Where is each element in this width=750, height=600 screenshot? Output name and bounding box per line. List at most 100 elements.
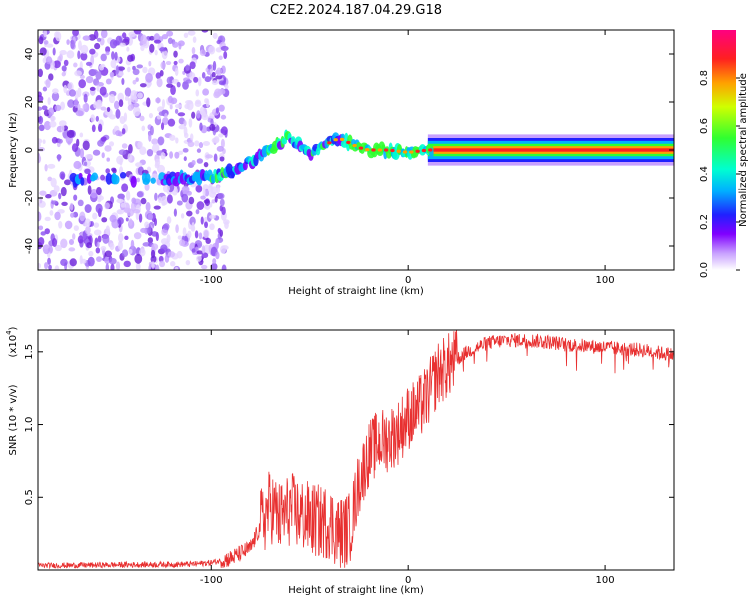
noise-speck xyxy=(218,104,225,112)
noise-speck xyxy=(166,30,174,37)
noise-speck xyxy=(59,171,66,180)
noise-speck xyxy=(50,177,57,188)
noise-speck xyxy=(189,133,194,141)
spectrogram-x-tick-label: 100 xyxy=(596,275,615,286)
noise-speck xyxy=(90,114,96,123)
noise-speck xyxy=(205,237,211,244)
noise-speck xyxy=(54,104,62,112)
noise-speck xyxy=(204,76,212,83)
noise-speck xyxy=(170,97,178,105)
noise-speck xyxy=(202,140,211,146)
noise-speck xyxy=(47,163,56,169)
noise-speck xyxy=(132,68,140,76)
snr-x-tick-label: 100 xyxy=(596,575,615,586)
signal-core xyxy=(396,149,401,153)
noise-speck xyxy=(125,190,131,201)
noise-speck xyxy=(67,99,75,108)
noise-speck xyxy=(148,132,152,142)
noise-speck xyxy=(66,50,75,59)
noise-speck xyxy=(178,58,184,64)
noise-speck xyxy=(38,225,44,231)
noise-speck xyxy=(121,143,128,149)
noise-speck xyxy=(102,234,110,244)
noise-speck xyxy=(42,86,48,92)
noise-speck xyxy=(124,36,130,43)
noise-speck xyxy=(139,248,146,257)
noise-speck xyxy=(83,93,88,103)
noise-speck xyxy=(215,75,223,80)
noise-speck xyxy=(211,199,216,204)
noise-speck xyxy=(106,157,110,162)
noise-speck xyxy=(69,258,77,267)
noise-speck xyxy=(64,220,73,230)
noise-speck xyxy=(72,30,79,37)
noise-speck xyxy=(113,100,120,110)
noise-speck xyxy=(38,147,45,152)
noise-speck xyxy=(151,231,158,237)
colorbar-tick-label: 0.0 xyxy=(699,262,710,278)
noise-speck xyxy=(100,136,107,142)
signal-blob xyxy=(112,174,120,185)
snr-background xyxy=(38,330,674,570)
noise-speck xyxy=(123,260,131,268)
noise-speck xyxy=(97,197,102,203)
noise-speck xyxy=(128,143,133,154)
noise-speck xyxy=(93,30,99,40)
signal-core xyxy=(346,140,351,145)
noise-speck xyxy=(160,122,165,131)
noise-speck xyxy=(186,210,193,217)
noise-speck xyxy=(167,251,176,258)
noise-speck xyxy=(85,75,94,84)
noise-speck xyxy=(146,149,154,157)
noise-speck xyxy=(187,30,196,36)
noise-speck xyxy=(201,264,208,270)
noise-speck xyxy=(93,229,102,236)
noise-speck xyxy=(175,224,179,234)
noise-speck xyxy=(125,217,129,222)
noise-speck xyxy=(58,120,67,127)
noise-speck xyxy=(201,30,209,33)
noise-speck xyxy=(155,264,160,270)
noise-speck xyxy=(182,227,187,237)
noise-speck xyxy=(139,146,147,156)
svg-text:(x104): (x104) xyxy=(5,326,19,357)
noise-speck xyxy=(38,124,45,132)
noise-speck xyxy=(86,242,93,249)
noise-speck xyxy=(185,64,190,71)
noise-speck xyxy=(145,202,151,212)
signal-core xyxy=(390,148,395,153)
noise-speck xyxy=(144,183,150,191)
noise-speck xyxy=(82,103,87,110)
noise-speck xyxy=(196,158,204,164)
noise-speck xyxy=(161,98,166,109)
noise-speck xyxy=(132,102,140,108)
noise-speck xyxy=(109,214,117,223)
noise-speck xyxy=(127,104,134,111)
noise-speck xyxy=(89,48,96,55)
noise-speck xyxy=(116,155,124,165)
snr-y-ticks: 0.5 1.0 1.5 xyxy=(24,344,674,505)
noise-speck xyxy=(45,43,54,48)
noise-speck xyxy=(70,39,75,49)
noise-speck xyxy=(130,90,138,100)
noise-speck xyxy=(38,115,44,125)
noise-speck xyxy=(198,232,203,240)
noise-speck xyxy=(166,83,174,88)
noise-speck xyxy=(100,106,107,111)
snr-x-label: Height of straight line (km) xyxy=(288,585,424,596)
noise-speck xyxy=(108,93,116,104)
noise-speck xyxy=(192,36,197,44)
noise-speck xyxy=(78,79,87,89)
noise-speck xyxy=(95,247,101,254)
noise-speck xyxy=(53,60,61,69)
noise-speck xyxy=(109,71,115,78)
noise-speck xyxy=(148,60,152,67)
noise-speck xyxy=(178,150,184,155)
noise-speck xyxy=(105,263,109,270)
noise-speck xyxy=(124,87,132,97)
noise-speck xyxy=(173,50,178,58)
noise-speck xyxy=(154,49,158,56)
noise-speck xyxy=(203,161,209,168)
noise-speck xyxy=(202,88,210,96)
noise-speck xyxy=(95,71,102,80)
